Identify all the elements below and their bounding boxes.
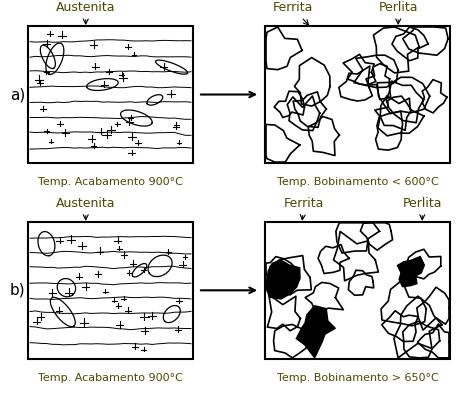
Bar — [28, 26, 193, 163]
Text: Temp. Bobinamento > 650°C: Temp. Bobinamento > 650°C — [277, 373, 439, 382]
Polygon shape — [397, 257, 424, 287]
Text: Austenita: Austenita — [56, 1, 116, 24]
Text: Temp. Bobinamento < 600°C: Temp. Bobinamento < 600°C — [277, 177, 439, 187]
Bar — [265, 26, 450, 163]
Bar — [265, 222, 450, 359]
Text: a): a) — [10, 87, 25, 102]
Text: Ferrita: Ferrita — [284, 197, 324, 220]
Text: Ferrita: Ferrita — [272, 1, 313, 25]
Text: Temp. Acabamento 900°C: Temp. Acabamento 900°C — [38, 177, 183, 187]
Text: b): b) — [10, 283, 26, 298]
Text: Austenita: Austenita — [56, 197, 116, 220]
Text: Temp. Acabamento 900°C: Temp. Acabamento 900°C — [38, 373, 183, 382]
Text: Perlita: Perlita — [379, 1, 418, 24]
Text: Perlita: Perlita — [402, 197, 442, 220]
Polygon shape — [296, 306, 336, 358]
Polygon shape — [266, 260, 300, 299]
Bar — [28, 222, 193, 359]
